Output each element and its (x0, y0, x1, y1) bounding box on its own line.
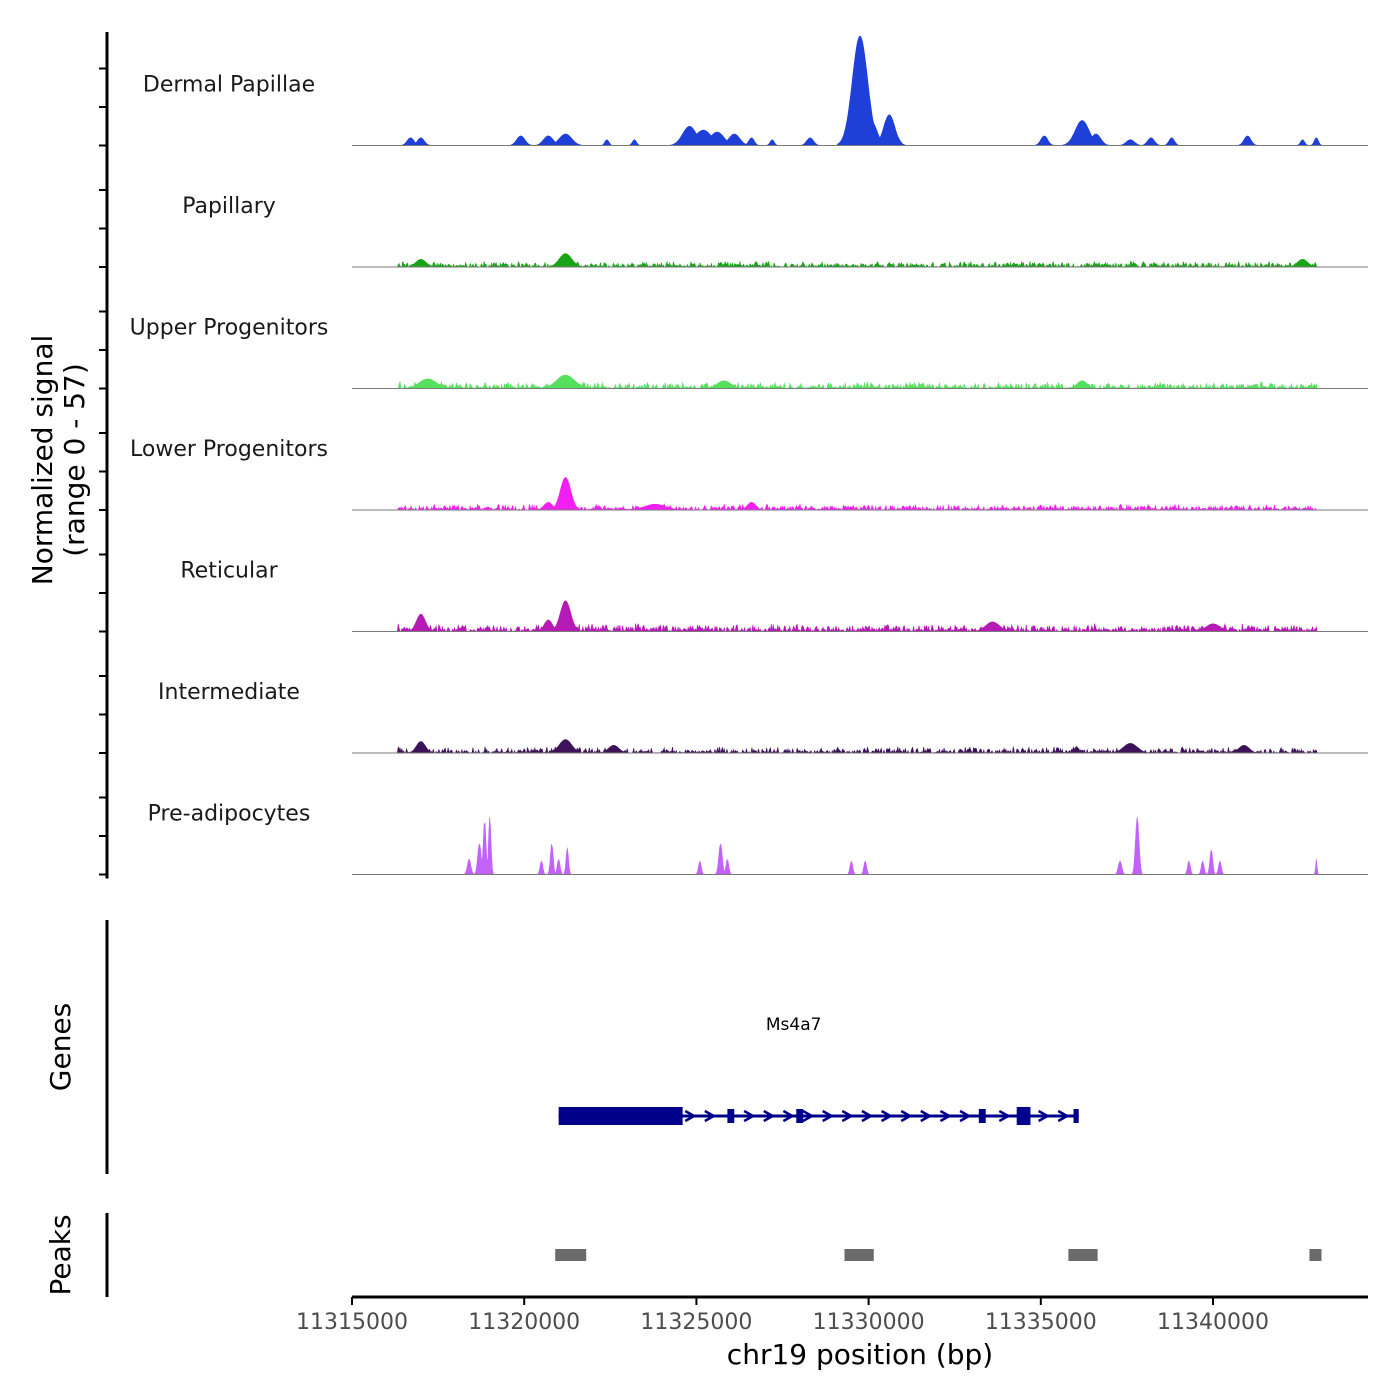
strand-arrow (998, 1109, 1011, 1123)
track-label: Lower Progenitors (130, 437, 328, 462)
coverage-area (352, 374, 1368, 390)
gene-ms4a7: Ms4a7 (558, 1015, 1079, 1125)
x-tick-label: 11320000 (468, 1310, 580, 1335)
x-tick-label: 11335000 (985, 1310, 1097, 1335)
peaks-track (555, 1249, 1322, 1261)
x-tick-label: 11330000 (813, 1310, 925, 1335)
strand-arrow (959, 1109, 972, 1123)
strand-arrow (802, 1109, 815, 1123)
track-pre-adipocytes: Pre-adipocytes (148, 802, 1368, 875)
strand-arrow (763, 1109, 776, 1123)
strand-arrow (861, 1109, 874, 1123)
track-intermediate: Intermediate (158, 680, 1368, 755)
gene-exon (1073, 1109, 1079, 1123)
x-tick-label: 11325000 (640, 1310, 752, 1335)
strand-arrow (841, 1109, 854, 1123)
track-reticular: Reticular (180, 559, 1368, 633)
track-label: Reticular (180, 559, 278, 584)
track-dermal-papillae: Dermal Papillae (143, 35, 1368, 146)
peak-region (1309, 1249, 1322, 1261)
peak-region (555, 1249, 587, 1261)
coverage-area (352, 35, 1368, 146)
x-axis-title: chr19 position (bp) (727, 1338, 993, 1371)
x-tick-label: 11315000 (296, 1310, 408, 1335)
peaks-track-label: Peaks (44, 1214, 77, 1295)
coverage-area (352, 600, 1368, 633)
gene-exon (978, 1109, 986, 1123)
track-label: Dermal Papillae (143, 73, 315, 98)
x-axis: 11315000 11320000 11325000 11330000 11335000… (296, 1295, 1368, 1335)
strand-arrow (743, 1109, 756, 1123)
track-label: Intermediate (158, 680, 300, 705)
strand-arrow (1037, 1109, 1051, 1123)
strand-arrow (1057, 1109, 1070, 1123)
x-tick-label: 11340000 (1157, 1310, 1269, 1335)
y-axis-range-label: (range 0 - 57) (58, 363, 91, 557)
coverage-tracks: Dermal Papillae Papillary Upper Progenitor… (130, 35, 1368, 875)
strand-arrow (939, 1109, 952, 1123)
track-label: Pre-adipocytes (148, 802, 311, 827)
peak-region (1068, 1249, 1098, 1261)
peak-region (844, 1249, 874, 1261)
track-lower-progenitors: Lower Progenitors (130, 437, 1368, 512)
gene-name-label: Ms4a7 (766, 1015, 822, 1035)
strand-arrow (684, 1109, 697, 1123)
gene-track: Ms4a7 (558, 1015, 1079, 1125)
track-label: Papillary (182, 194, 276, 219)
coverage-area (352, 739, 1368, 755)
track-upper-progenitors: Upper Progenitors (130, 316, 1368, 390)
strand-arrow (920, 1109, 933, 1123)
strand-arrow (900, 1109, 913, 1123)
gene-exon (727, 1109, 735, 1123)
strand-arrow (822, 1109, 835, 1123)
strand-arrow (880, 1109, 894, 1123)
track-papillary: Papillary (182, 194, 1368, 269)
gene-exon (1016, 1107, 1031, 1125)
coverage-area (352, 253, 1368, 269)
y-axis-label: Normalized signal (26, 335, 59, 586)
track-label: Upper Progenitors (130, 316, 329, 341)
gene-exon (558, 1107, 683, 1125)
signal-y-axis (99, 32, 109, 879)
coverage-area (352, 477, 1368, 512)
strand-arrow (704, 1109, 717, 1123)
coverage-area (352, 817, 1368, 875)
gene-exon (796, 1109, 804, 1123)
strand-arrow (782, 1109, 795, 1123)
genes-track-label: Genes (44, 1003, 77, 1091)
